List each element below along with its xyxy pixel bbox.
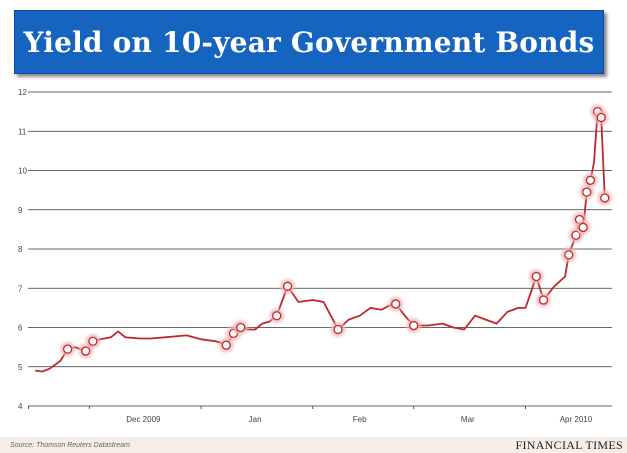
tick-labels: 4 5 6 7 8 9 10 11 12 Dec 2009 Jan Feb Mar Apr 2010 — [18, 88, 593, 424]
x-tick-label: Apr 2010 — [560, 415, 593, 424]
y-tick-label: 5 — [18, 363, 23, 372]
series-layer — [35, 110, 606, 373]
source-note: Source: Thomson Reuters Datastream — [10, 442, 130, 449]
data-point-marker — [272, 311, 282, 321]
page-title: Yield on 10-year Government Bonds — [23, 25, 595, 59]
data-point-marker — [63, 344, 73, 354]
data-point-marker — [221, 340, 231, 350]
data-point-marker — [391, 299, 401, 309]
data-point-marker — [531, 271, 541, 282]
data-point — [85, 333, 101, 349]
y-tick-label: 9 — [18, 206, 23, 215]
data-point-marker — [333, 324, 343, 335]
data-point-marker — [538, 295, 549, 305]
footer-bar — [0, 437, 627, 453]
data-point-marker — [564, 250, 574, 260]
x-axis — [28, 405, 612, 409]
data-point-marker — [236, 322, 246, 333]
data-point — [561, 247, 577, 263]
data-point — [536, 292, 552, 308]
data-point-marker — [81, 346, 91, 356]
data-point — [388, 296, 404, 312]
data-point-marker — [282, 281, 293, 291]
y-tick-label: 7 — [18, 284, 23, 293]
data-point — [406, 318, 422, 334]
data-point-marker — [582, 187, 592, 197]
data-point — [218, 337, 234, 353]
data-point — [593, 110, 609, 126]
title-banner: Yield on 10-year Government Bonds — [14, 10, 604, 74]
data-point — [579, 184, 595, 200]
y-tick-label: 6 — [18, 324, 23, 333]
data-point — [60, 341, 76, 357]
series-line — [35, 110, 606, 373]
data-point-marker — [88, 336, 98, 346]
data-point — [330, 321, 346, 337]
data-point — [233, 320, 249, 335]
data-point — [575, 219, 591, 235]
data-point — [269, 308, 285, 324]
data-point-marker — [596, 112, 606, 123]
data-point-marker — [585, 175, 596, 185]
x-tick-label: Jan — [249, 415, 262, 424]
x-tick-label: Mar — [461, 415, 475, 424]
data-point-marker — [578, 222, 588, 233]
x-tick-label: Dec 2009 — [126, 415, 161, 424]
y-tick-label: 12 — [18, 88, 27, 97]
data-point — [597, 190, 613, 206]
data-point-marker — [600, 193, 610, 203]
y-tick-label: 11 — [18, 127, 27, 136]
y-tick-label: 8 — [18, 245, 23, 254]
data-point — [582, 172, 598, 188]
marker-layer — [60, 104, 613, 359]
data-point — [280, 278, 296, 294]
gridlines — [28, 91, 612, 368]
data-point-marker — [409, 320, 419, 331]
x-tick-label: Feb — [353, 415, 367, 424]
y-tick-label: 4 — [18, 402, 23, 411]
data-point-marker — [571, 230, 581, 240]
data-point — [528, 268, 544, 284]
y-tick-label: 10 — [18, 167, 27, 176]
publisher-logo: FINANCIAL TIMES — [515, 438, 623, 452]
